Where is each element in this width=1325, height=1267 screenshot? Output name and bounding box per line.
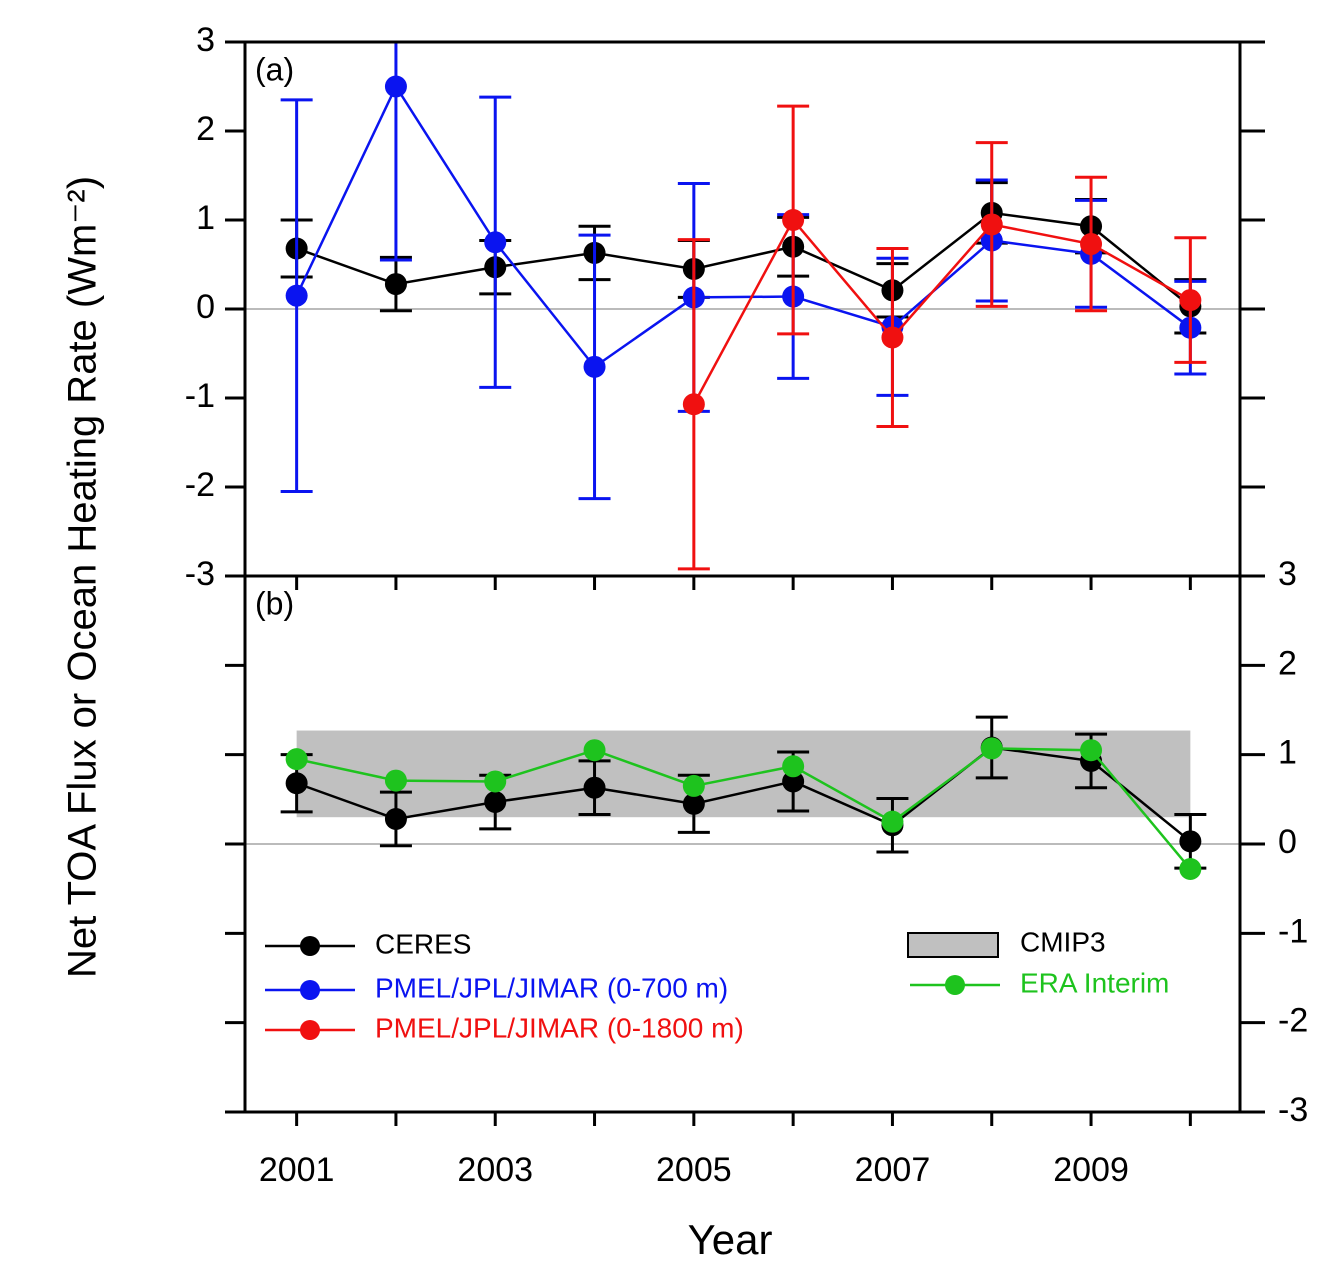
- panel-label: (b): [255, 585, 294, 621]
- y-tick-label: 3: [196, 21, 215, 59]
- error-bar: [379, 42, 412, 262]
- y-tick-label: 3: [1278, 555, 1297, 593]
- marker: [384, 807, 407, 830]
- marker: [285, 772, 308, 795]
- marker: [484, 770, 507, 793]
- marker: [583, 776, 606, 799]
- marker: [980, 737, 1003, 760]
- marker: [1179, 830, 1202, 853]
- marker: [583, 739, 606, 762]
- x-tick-label: 2009: [1053, 1151, 1129, 1189]
- x-axis-label: Year: [688, 1216, 773, 1263]
- y-tick-label: -2: [1278, 1002, 1308, 1040]
- legend-marker: [945, 975, 965, 995]
- plot-area: [245, 715, 1240, 881]
- x-tick-label: 2003: [457, 1151, 533, 1189]
- x-tick-label: 2001: [259, 1151, 335, 1189]
- plot-area: [245, 42, 1240, 571]
- y-tick-label: -3: [1278, 1091, 1308, 1129]
- y-tick-label: 1: [1278, 734, 1297, 772]
- marker: [682, 774, 705, 797]
- legend-label: CERES: [375, 928, 471, 959]
- marker: [583, 355, 606, 378]
- marker: [285, 284, 308, 307]
- y-tick-label: -3: [185, 555, 215, 593]
- legend-label: PMEL/JPL/JIMAR (0-700 m): [375, 972, 728, 1003]
- marker: [682, 792, 705, 815]
- marker: [484, 791, 507, 814]
- marker: [1080, 739, 1103, 762]
- marker: [881, 810, 904, 833]
- y-tick-label: -1: [1278, 912, 1308, 950]
- marker: [1080, 233, 1103, 256]
- marker: [285, 748, 308, 771]
- marker: [484, 231, 507, 254]
- marker: [384, 75, 407, 98]
- x-tick-label: 2007: [855, 1151, 931, 1189]
- legend-label: ERA Interim: [1020, 967, 1169, 998]
- legend-label: CMIP3: [1020, 926, 1106, 957]
- legend-marker: [300, 1020, 320, 1040]
- y-tick-label: -1: [185, 377, 215, 415]
- marker: [782, 755, 805, 778]
- marker: [384, 769, 407, 792]
- marker: [980, 213, 1003, 236]
- y-tick-label: 0: [196, 288, 215, 326]
- y-tick-label: 1: [196, 199, 215, 237]
- y-tick-label: 2: [1278, 644, 1297, 682]
- y-tick-label: 0: [1278, 823, 1297, 861]
- legend-marker: [300, 980, 320, 1000]
- legend-marker: [300, 936, 320, 956]
- marker: [682, 393, 705, 416]
- marker: [782, 770, 805, 793]
- band: [296, 730, 1191, 818]
- y-tick-label: -2: [185, 466, 215, 504]
- x-tick-label: 2005: [656, 1151, 732, 1189]
- marker: [1179, 858, 1202, 881]
- series-line: [296, 747, 1192, 870]
- y-tick-label: 2: [196, 110, 215, 148]
- legend-swatch: [907, 932, 999, 958]
- series-line: [296, 211, 1192, 308]
- series-line: [692, 217, 1191, 405]
- panel-label: (a): [255, 51, 294, 87]
- marker: [384, 273, 407, 296]
- legend-label: PMEL/JPL/JIMAR (0-1800 m): [375, 1012, 744, 1043]
- series-line: [296, 746, 1192, 843]
- marker: [782, 209, 805, 231]
- marker: [881, 326, 904, 349]
- y-axis-label: Net TOA Flux or Ocean Heating Rate (Wm⁻²…: [61, 176, 105, 978]
- series-line: [295, 83, 1192, 369]
- marker: [1179, 289, 1202, 312]
